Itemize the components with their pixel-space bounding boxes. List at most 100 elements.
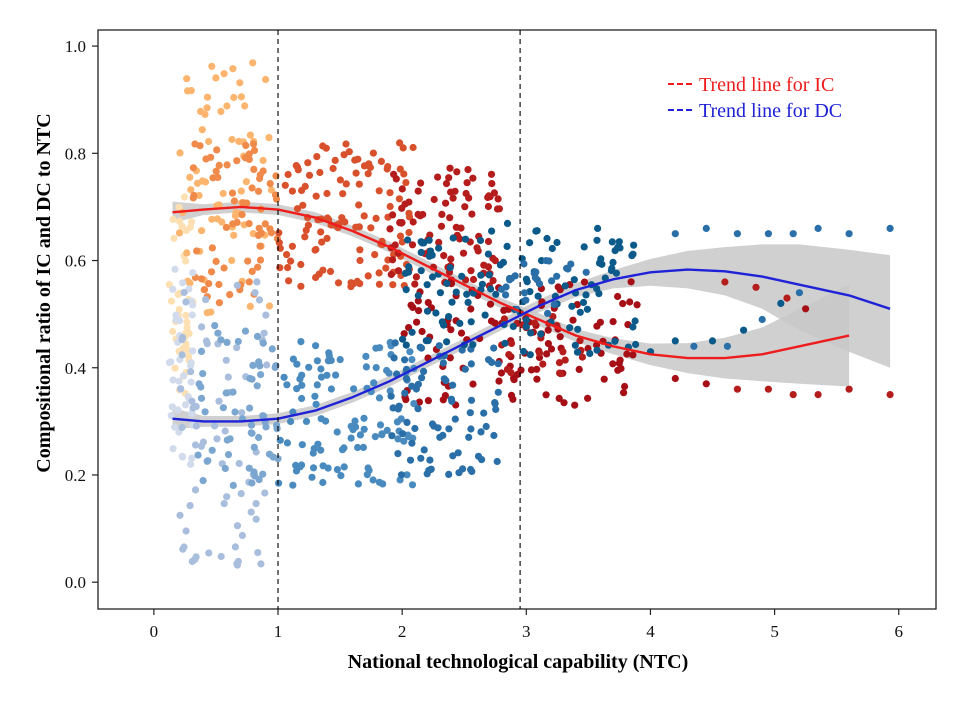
dc-point — [237, 490, 245, 498]
ic-point — [364, 170, 372, 178]
ic-point — [287, 257, 295, 265]
dc-point — [758, 315, 766, 324]
ic-point — [336, 176, 344, 184]
ic-point — [254, 231, 263, 239]
x-tick-label: 4 — [646, 622, 655, 641]
dc-point — [586, 349, 594, 358]
dc-point — [537, 330, 545, 338]
dc-point — [414, 405, 422, 413]
ic-point — [305, 171, 314, 179]
ic-point — [207, 268, 216, 276]
dc-point — [458, 272, 466, 280]
dc-point — [180, 372, 188, 380]
dc-point — [208, 446, 216, 454]
ic-point — [752, 283, 760, 291]
ic-point — [212, 74, 220, 82]
dc-point — [354, 443, 362, 452]
dc-point — [566, 324, 574, 332]
ic-point — [764, 385, 773, 393]
ic-point — [267, 186, 275, 194]
dc-point — [522, 296, 530, 304]
dc-point — [292, 467, 301, 475]
dc-point — [424, 337, 432, 345]
dc-point — [394, 450, 402, 458]
y-tick-label: 0.4 — [65, 359, 87, 378]
ic-point — [463, 179, 471, 187]
dc-point — [454, 449, 462, 457]
ic-point — [494, 195, 502, 203]
ic-point — [614, 292, 622, 301]
dc-point — [571, 341, 579, 349]
ic-point — [246, 302, 254, 310]
dc-point — [302, 417, 311, 425]
dc-point — [543, 234, 551, 243]
dc-point — [263, 361, 271, 369]
dc-point — [168, 403, 176, 411]
dc-point — [197, 394, 206, 402]
dc-point — [526, 351, 534, 359]
ic-point — [232, 209, 240, 217]
dc-point — [262, 311, 270, 319]
dc-point — [241, 327, 250, 335]
dc-point — [253, 332, 262, 340]
ic-point — [495, 377, 503, 385]
ic-point — [356, 256, 364, 265]
dc-point — [197, 347, 206, 355]
dc-point — [233, 281, 241, 289]
ic-point — [474, 247, 482, 255]
x-tick-label: 0 — [150, 622, 159, 641]
dc-point — [378, 430, 386, 438]
dc-point — [631, 317, 639, 325]
dc-point — [231, 408, 239, 416]
ic-point — [243, 199, 251, 207]
ic-point — [230, 231, 238, 239]
ic-point — [212, 167, 220, 175]
dc-point — [219, 404, 227, 412]
dc-point — [467, 425, 475, 433]
ic-point — [464, 166, 472, 174]
dc-point — [298, 461, 306, 469]
ic-point — [201, 178, 210, 186]
ic-point — [555, 394, 563, 402]
y-tick-label: 1.0 — [65, 37, 86, 56]
dc-point — [417, 267, 425, 275]
ic-point — [533, 375, 541, 383]
ic-point — [340, 151, 348, 159]
dc-point — [313, 381, 321, 389]
dc-point — [708, 337, 717, 345]
ic-point — [312, 192, 320, 200]
dc-point — [411, 424, 419, 433]
dc-point — [205, 549, 213, 557]
ic-point — [193, 247, 201, 255]
ic-point — [391, 241, 399, 249]
dc-point — [268, 345, 276, 353]
dc-point — [252, 515, 260, 523]
dc-point — [404, 431, 412, 439]
ic-point — [360, 212, 368, 220]
dc-point — [217, 336, 225, 344]
dc-point — [312, 400, 320, 408]
ic-point — [261, 220, 269, 228]
ic-point — [170, 234, 178, 242]
dc-point — [632, 340, 640, 349]
dc-point — [567, 260, 575, 268]
ic-point — [447, 255, 455, 263]
ic-point — [626, 298, 634, 306]
dc-point — [553, 272, 561, 280]
dc-point — [362, 363, 370, 371]
dc-point — [520, 289, 529, 297]
dc-point — [456, 319, 464, 327]
ic-point — [188, 218, 196, 226]
ic-point — [208, 244, 216, 252]
dc-point — [169, 285, 177, 293]
ic-point — [265, 134, 273, 142]
ic-point — [189, 164, 197, 172]
dc-point — [492, 405, 500, 413]
dc-point — [188, 454, 196, 462]
dc-point — [188, 397, 196, 405]
dc-point — [439, 431, 447, 439]
ic-point — [569, 316, 577, 324]
ic-point — [233, 218, 241, 226]
dc-point — [440, 375, 448, 383]
dc-point — [469, 341, 477, 349]
